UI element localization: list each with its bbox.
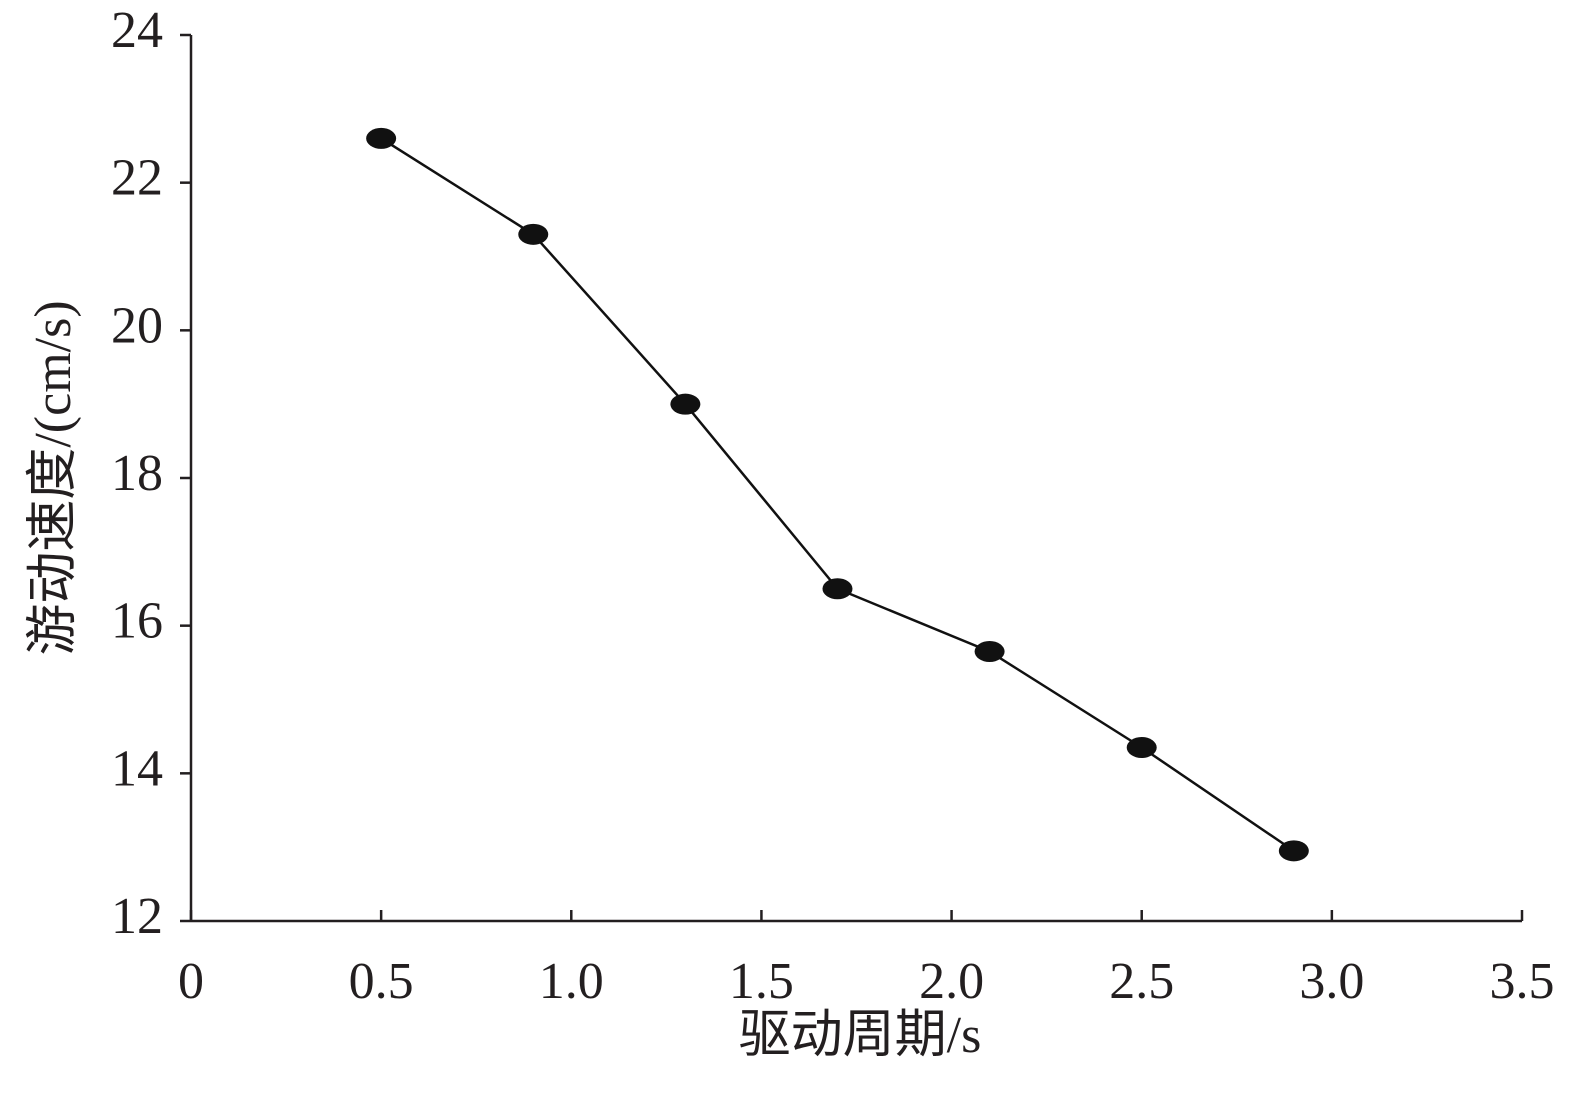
y-tick-label: 20 (111, 297, 163, 354)
marker (822, 578, 853, 600)
line (380, 137, 1295, 852)
y-tick-label: 16 (111, 593, 163, 650)
x-tick-label: 3.5 (1490, 953, 1555, 1010)
x-axis-label: 驱动周期/s (739, 1007, 982, 1064)
marker (1126, 736, 1157, 758)
y-tick-label: 24 (111, 2, 163, 59)
x-tick-label: 2.0 (919, 953, 984, 1010)
x-tick-label: 3.0 (1299, 953, 1364, 1010)
x-tick-label: 1.5 (729, 953, 794, 1010)
marker (670, 393, 701, 415)
y-tick-label: 12 (111, 888, 163, 945)
y-tick-label: 14 (111, 740, 163, 797)
y-axis-label: 游动速度/(cm/s) (25, 300, 82, 655)
marker (1278, 840, 1309, 862)
marker (974, 641, 1005, 663)
x-tick-label: 0.5 (349, 953, 414, 1010)
x-tick-label: 2.5 (1109, 953, 1174, 1010)
marker (518, 223, 549, 245)
x-tick-label: 0 (178, 953, 204, 1010)
y-tick-label: 22 (111, 150, 163, 207)
y-tick-label: 18 (111, 445, 163, 502)
marker (366, 127, 397, 149)
x-tick-label: 1.0 (539, 953, 604, 1010)
